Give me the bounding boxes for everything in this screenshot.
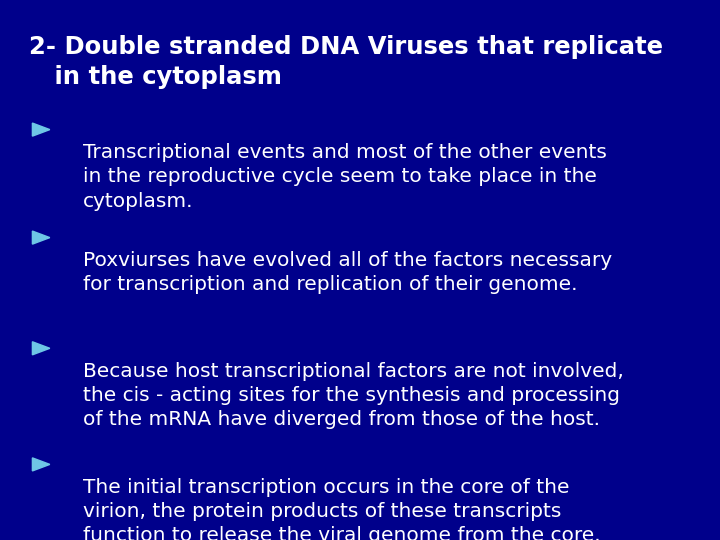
Polygon shape bbox=[32, 342, 50, 355]
Text: Poxviurses have evolved all of the factors necessary
for transcription and repli: Poxviurses have evolved all of the facto… bbox=[83, 251, 612, 294]
Text: Because host transcriptional factors are not involved,
the cis - acting sites fo: Because host transcriptional factors are… bbox=[83, 362, 624, 429]
Text: 2- Double stranded DNA Viruses that replicate
   in the cytoplasm: 2- Double stranded DNA Viruses that repl… bbox=[29, 35, 663, 89]
Text: The initial transcription occurs in the core of the
virion, the protein products: The initial transcription occurs in the … bbox=[83, 478, 600, 540]
Polygon shape bbox=[32, 123, 50, 136]
Polygon shape bbox=[32, 458, 50, 471]
Polygon shape bbox=[32, 231, 50, 244]
Text: Transcriptional events and most of the other events
in the reproductive cycle se: Transcriptional events and most of the o… bbox=[83, 143, 607, 211]
